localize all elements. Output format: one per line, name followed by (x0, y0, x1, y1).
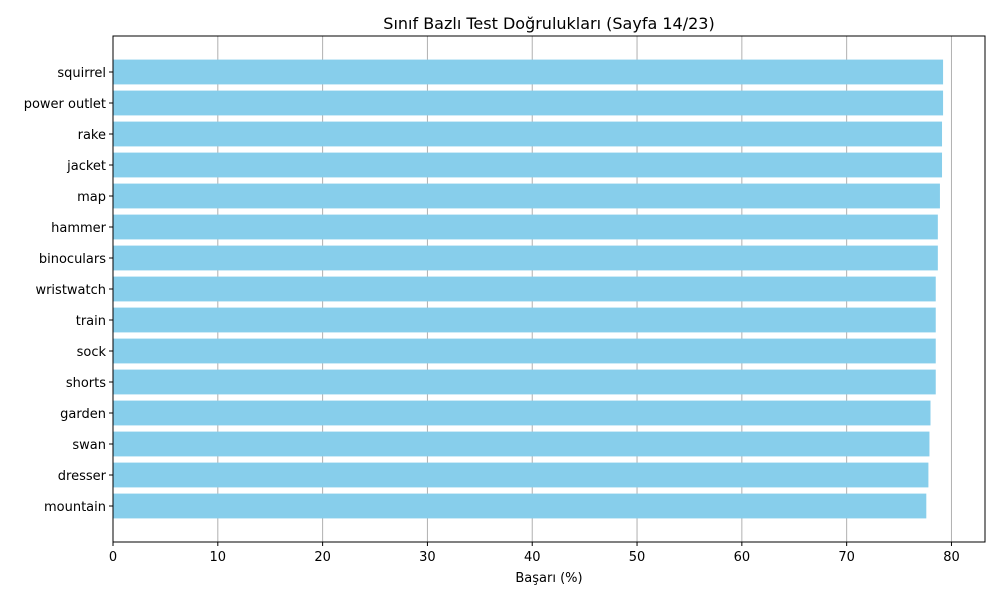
y-tick-label: dresser (58, 469, 107, 484)
bars (113, 59, 944, 519)
bar-sock (113, 338, 936, 364)
y-tick-label: map (77, 190, 106, 205)
bar-map (113, 183, 940, 209)
bar-rake (113, 121, 943, 147)
x-tick-label: 20 (314, 550, 331, 565)
bar-dresser (113, 462, 929, 488)
chart-title: Sınıf Bazlı Test Doğrulukları (Sayfa 14/… (383, 14, 714, 33)
y-tick-label: squirrel (57, 66, 106, 81)
y-tick-label: power outlet (24, 97, 106, 112)
y-tick-label: mountain (44, 500, 106, 515)
x-tick-label: 40 (524, 550, 541, 565)
y-tick-label: garden (60, 407, 106, 422)
y-tick-label: rake (78, 128, 106, 143)
y-tick-label: sock (77, 345, 107, 360)
x-tick-label: 0 (109, 550, 117, 565)
bar-power-outlet (113, 90, 944, 116)
bar-shorts (113, 369, 936, 395)
bar-mountain (113, 493, 927, 519)
x-tick-label: 10 (210, 550, 227, 565)
bar-garden (113, 400, 931, 426)
bar-wristwatch (113, 276, 936, 302)
y-tick-label: train (76, 314, 106, 329)
x-axis-ticks: 0 10 20 30 40 50 60 70 80 (109, 542, 960, 565)
bar-swan (113, 431, 930, 457)
y-tick-label: hammer (51, 221, 107, 236)
x-tick-label: 50 (629, 550, 646, 565)
x-tick-label: 60 (734, 550, 751, 565)
y-tick-label: binoculars (39, 252, 106, 267)
x-tick-label: 80 (943, 550, 960, 565)
bar-hammer (113, 214, 938, 240)
y-tick-label: swan (72, 438, 106, 453)
x-axis-label: Başarı (%) (515, 571, 582, 586)
x-tick-label: 70 (838, 550, 855, 565)
x-tick-label: 30 (419, 550, 436, 565)
y-tick-label: wristwatch (35, 283, 106, 298)
bar-squirrel (113, 59, 944, 85)
y-tick-label: jacket (66, 159, 106, 174)
y-axis-ticks: squirrel power outlet rake jacket map hammer b… (24, 66, 113, 515)
bar-binoculars (113, 245, 938, 271)
y-tick-label: shorts (66, 376, 106, 391)
bar-jacket (113, 152, 943, 178)
bar-train (113, 307, 936, 333)
